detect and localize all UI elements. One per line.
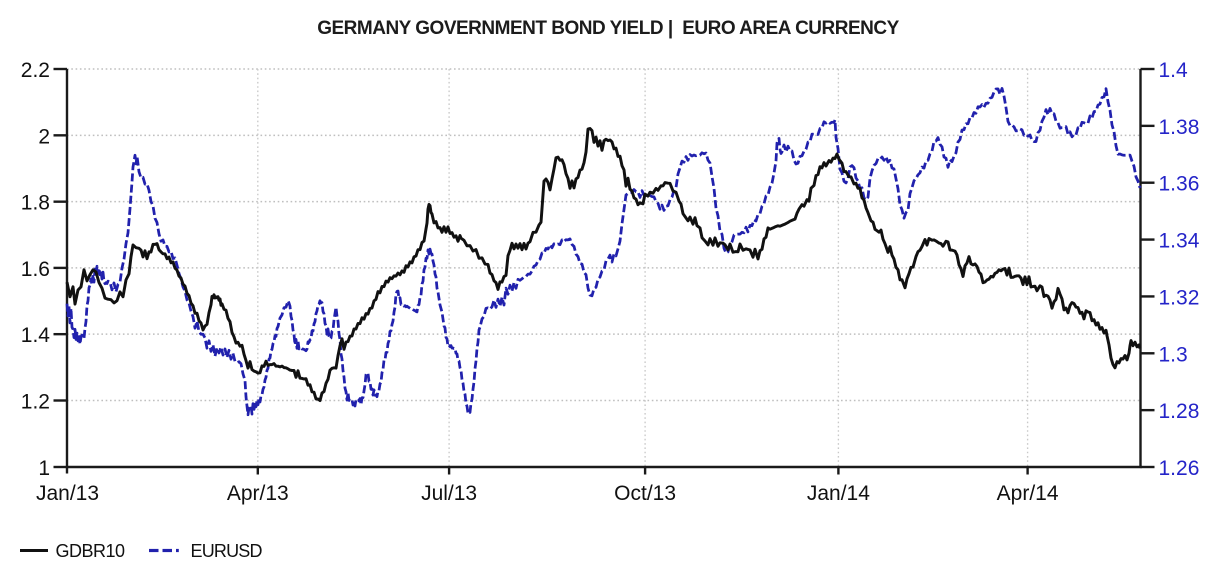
svg-text:1.36: 1.36 bbox=[1159, 173, 1200, 196]
svg-text:Apr/14: Apr/14 bbox=[997, 482, 1059, 505]
svg-text:1: 1 bbox=[38, 457, 50, 480]
svg-text:Jan/13: Jan/13 bbox=[36, 482, 99, 505]
svg-text:1.4: 1.4 bbox=[21, 324, 51, 347]
svg-text:1.2: 1.2 bbox=[21, 391, 50, 414]
svg-text:Oct/13: Oct/13 bbox=[614, 482, 676, 505]
svg-text:Apr/13: Apr/13 bbox=[227, 482, 289, 505]
svg-text:1.28: 1.28 bbox=[1159, 400, 1200, 423]
svg-text:Jan/14: Jan/14 bbox=[807, 482, 870, 505]
svg-text:1.32: 1.32 bbox=[1159, 286, 1200, 309]
svg-text:1.38: 1.38 bbox=[1159, 116, 1200, 139]
svg-text:GERMANY GOVERNMENT BOND YIELD: GERMANY GOVERNMENT BOND YIELD | EURO ARE… bbox=[317, 18, 899, 39]
svg-text:1.8: 1.8 bbox=[21, 192, 50, 215]
svg-text:GDBR10: GDBR10 bbox=[56, 541, 126, 561]
svg-text:2: 2 bbox=[38, 125, 50, 148]
svg-text:Jul/13: Jul/13 bbox=[421, 482, 477, 505]
svg-text:1.26: 1.26 bbox=[1159, 457, 1200, 480]
svg-text:EURUSD: EURUSD bbox=[191, 541, 263, 561]
svg-text:1.6: 1.6 bbox=[21, 258, 50, 281]
svg-text:1.34: 1.34 bbox=[1159, 230, 1200, 253]
svg-text:1.4: 1.4 bbox=[1159, 59, 1189, 82]
svg-text:1.3: 1.3 bbox=[1159, 343, 1188, 366]
svg-text:2.2: 2.2 bbox=[21, 59, 50, 82]
